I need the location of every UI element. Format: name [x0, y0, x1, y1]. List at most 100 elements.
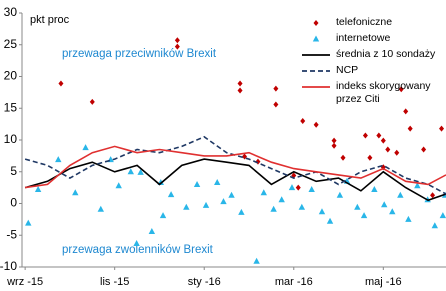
legend-label: indeks skorygowany przez Citi	[336, 80, 431, 105]
legend-label: średnia z 10 sondaży	[336, 48, 436, 60]
series-line	[24, 158, 446, 202]
legend-label: telefoniczne	[336, 16, 393, 28]
online-poll-point	[431, 222, 439, 229]
y-axis-label: pkt proc	[30, 14, 70, 26]
phone-poll-point	[313, 121, 319, 128]
legend-item: indeks skorygowany przez Citi	[300, 80, 446, 106]
online-poll-point	[167, 191, 175, 198]
y-tick-label: -10	[0, 259, 17, 273]
legend-item: internetowe	[300, 32, 446, 45]
phone-poll-point	[174, 43, 180, 50]
online-poll-point	[405, 215, 412, 222]
y-tick-label: 25	[4, 37, 18, 51]
online-poll-point	[354, 203, 361, 210]
online-poll-point	[133, 240, 140, 247]
online-poll-point	[360, 212, 368, 219]
y-tick-label: 30	[4, 5, 18, 19]
phone-poll-point	[340, 154, 346, 161]
online-poll-point	[183, 203, 190, 210]
phone-poll-point	[385, 146, 391, 153]
online-poll-point	[371, 186, 378, 193]
online-poll-point	[82, 144, 89, 151]
phone-poll-point	[362, 132, 368, 139]
annotation: przewaga zwolenników Brexit	[62, 244, 214, 256]
online-poll-point	[381, 201, 388, 208]
y-tick-label: 5	[10, 164, 17, 178]
phone-poll-point	[313, 20, 319, 26]
phone-poll-point	[273, 85, 279, 92]
online-poll-point	[72, 189, 79, 196]
x-tick-label: maj -16	[365, 276, 402, 288]
phone-poll-point	[430, 192, 436, 199]
online-poll-point	[253, 257, 260, 264]
legend-swatch	[302, 54, 330, 56]
online-poll-point	[260, 189, 267, 196]
online-poll-point	[288, 184, 296, 191]
online-poll-point	[308, 186, 315, 193]
online-poll-point	[202, 201, 210, 208]
online-poll-point	[278, 196, 285, 203]
phone-poll-point	[237, 87, 243, 94]
online-poll-point	[34, 186, 42, 193]
legend-item: NCP	[300, 64, 446, 77]
online-poll-point	[228, 191, 235, 198]
legend-swatch	[312, 35, 320, 42]
online-poll-point	[318, 208, 326, 215]
online-poll-point	[312, 35, 320, 42]
phone-poll-point	[421, 146, 427, 153]
legend-swatch	[302, 86, 330, 88]
y-tick-label: -5	[6, 227, 17, 241]
phone-poll-point	[58, 80, 64, 87]
online-poll-point	[193, 180, 201, 187]
online-poll-point	[298, 203, 306, 210]
online-poll-point	[270, 205, 277, 212]
online-poll-point	[97, 205, 105, 212]
online-poll-point	[389, 208, 396, 215]
x-tick-label: mar -16	[275, 276, 313, 288]
phone-poll-point	[439, 125, 445, 132]
online-poll-point	[25, 219, 32, 226]
series-line	[24, 145, 446, 189]
phone-poll-point	[380, 137, 386, 144]
y-tick-label: 0	[10, 196, 17, 210]
phone-poll-point	[394, 149, 400, 156]
y-tick-label: 15	[4, 100, 18, 114]
phone-poll-point	[242, 153, 248, 160]
legend-label: NCP	[336, 64, 359, 76]
online-poll-point	[326, 217, 334, 224]
x-tick-label: lis -15	[100, 276, 129, 288]
legend-item: średnia z 10 sondaży	[300, 48, 446, 61]
online-poll-point	[439, 212, 446, 219]
phone-poll-point	[300, 117, 306, 124]
legend-swatch	[313, 20, 319, 26]
online-poll-point	[115, 182, 122, 189]
x-tick-label: wrz -15	[6, 276, 43, 288]
legend: telefoniczne internetowe średnia z 10 sond…	[300, 16, 446, 109]
phone-poll-point	[331, 137, 337, 144]
legend-swatch	[302, 70, 330, 72]
phone-poll-point	[295, 184, 301, 191]
phone-poll-point	[273, 101, 279, 108]
y-tick-label: 20	[4, 69, 18, 83]
online-poll-point	[159, 212, 167, 219]
phone-poll-point	[237, 80, 243, 87]
phone-poll-point	[407, 125, 413, 132]
phone-poll-point	[398, 86, 404, 93]
phone-poll-point	[89, 98, 95, 105]
online-poll-point	[55, 156, 62, 163]
series-line	[24, 135, 446, 195]
online-poll-point	[336, 191, 344, 198]
y-tick-label: 10	[4, 132, 18, 146]
annotation: przewaga przeciwników Brexit	[62, 48, 217, 60]
online-poll-point	[137, 168, 144, 175]
x-tick-label: sty -16	[188, 276, 221, 288]
phone-poll-point	[367, 154, 373, 161]
online-poll-point	[220, 198, 227, 205]
phone-poll-point	[376, 132, 382, 139]
online-poll-point	[127, 168, 134, 175]
legend-item: telefoniczne	[300, 16, 446, 29]
online-poll-point	[238, 208, 245, 215]
phone-poll-point	[174, 37, 180, 44]
online-poll-point	[414, 182, 421, 189]
